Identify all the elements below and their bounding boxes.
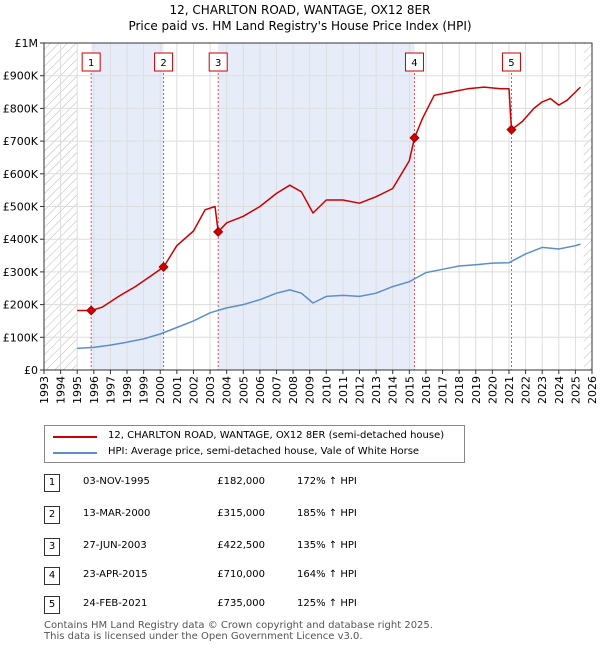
price-chart: 1 2 3 4 5 £0 £100K £200K £300K £400K £500K £600K £7…	[3, 37, 599, 404]
x-tick-label: 2022	[520, 376, 533, 404]
x-tick-label: 2024	[553, 376, 566, 404]
x-tick-label: 2026	[586, 376, 599, 404]
transaction-hpi-change: 172% ↑ HPI	[297, 476, 357, 487]
sale-label-frame	[81, 52, 101, 72]
x-tick-label: 2010	[320, 376, 333, 404]
x-tick-label: 1998	[121, 376, 134, 404]
sale-label-box: 2	[154, 52, 174, 72]
x-tick-label: 1995	[71, 376, 84, 404]
x-tick-label: 2023	[536, 376, 549, 404]
y-tick-label: £900K	[3, 70, 39, 83]
sale-label-number: 4	[411, 58, 417, 69]
x-tick-label: 2013	[370, 376, 383, 404]
legend: 12, CHARLTON ROAD, WANTAGE, OX12 8ER (se…	[44, 425, 465, 463]
sale-label-frame	[501, 52, 521, 72]
sale-label-box: 1	[81, 52, 101, 72]
transaction-number: 2	[44, 506, 60, 524]
sale-label-frame	[404, 52, 424, 72]
y-tick-label: £200K	[3, 299, 39, 312]
x-tick-label: 2025	[569, 376, 582, 404]
transaction-hpi-change: 125% ↑ HPI	[297, 598, 357, 609]
x-tick-label: 2009	[304, 376, 317, 404]
x-tick-label: 2011	[337, 376, 350, 404]
x-tick-label: 2015	[403, 376, 416, 404]
transaction-number: 3	[44, 538, 60, 556]
transaction-number: 1	[44, 474, 60, 492]
y-tick-label: £0	[24, 364, 38, 377]
sale-label-frame	[154, 52, 174, 72]
legend-label-property: 12, CHARLTON ROAD, WANTAGE, OX12 8ER (se…	[108, 430, 445, 441]
x-tick-label: 2003	[204, 376, 217, 404]
y-tick-label: £600K	[3, 168, 39, 181]
x-tick-label: 1994	[55, 376, 68, 404]
sale-label-number: 1	[88, 58, 94, 69]
sale-label-box: 4	[404, 52, 424, 72]
sale-point	[213, 226, 224, 237]
x-tick-label: 1996	[88, 376, 101, 404]
footer-copyright: Contains HM Land Registry data © Crown c…	[44, 620, 433, 631]
chart-title: 12, CHARLTON ROAD, WANTAGE, OX12 8ER	[169, 3, 431, 17]
transaction-date: 13-MAR-2000	[83, 508, 151, 519]
x-tick-label: 2016	[420, 376, 433, 404]
y-tick-label: £1M	[15, 37, 39, 50]
x-tick-label: 2021	[503, 376, 516, 404]
legend-label-hpi: HPI: Average price, semi-detached house,…	[108, 446, 420, 457]
y-tick-label: £500K	[3, 201, 39, 214]
transaction-date: 23-APR-2015	[83, 569, 148, 580]
x-tick-label: 1997	[104, 376, 117, 404]
y-tick-label: £700K	[3, 135, 39, 148]
transaction-price: £315,000	[217, 508, 265, 519]
sale-point	[506, 124, 517, 135]
x-tick-label: 2008	[287, 376, 300, 404]
x-tick-label: 1993	[38, 376, 51, 404]
x-tick-label: 2007	[270, 376, 283, 404]
transaction-price: £710,000	[217, 569, 265, 580]
chart-subtitle: Price paid vs. HM Land Registry's House …	[128, 19, 472, 33]
transaction-price: £422,500	[217, 540, 265, 551]
series-line-hpi	[77, 243, 581, 350]
sale-label-number: 2	[160, 58, 166, 69]
sale-label-frame	[208, 52, 228, 72]
transaction-price: £735,000	[217, 598, 265, 609]
transaction-date: 24-FEB-2021	[83, 598, 148, 609]
x-tick-label: 2020	[486, 376, 499, 404]
x-tick-label: 2004	[221, 376, 234, 404]
sale-point	[409, 132, 420, 143]
sale-label-box: 3	[208, 52, 228, 72]
transaction-price: £182,000	[217, 476, 265, 487]
x-tick-label: 2006	[254, 376, 267, 404]
sale-point	[86, 305, 97, 316]
x-tick-label: 2001	[171, 376, 184, 404]
x-tick-label: 2000	[154, 376, 167, 404]
transaction-hpi-change: 164% ↑ HPI	[297, 569, 357, 580]
legend-swatch-property	[53, 436, 97, 438]
y-tick-label: £100K	[3, 331, 39, 344]
footer-licence: This data is licensed under the Open Gov…	[44, 631, 363, 642]
x-tick-label: 2017	[437, 376, 450, 404]
x-tick-label: 2019	[470, 376, 483, 404]
sale-label-box: 5	[501, 52, 521, 72]
x-tick-label: 2018	[453, 376, 466, 404]
y-tick-label: £300K	[3, 266, 39, 279]
x-tick-label: 2005	[237, 376, 250, 404]
transaction-number: 4	[44, 567, 60, 585]
sale-label-number: 3	[215, 58, 221, 69]
x-tick-label: 2012	[354, 376, 367, 404]
legend-swatch-hpi	[53, 452, 97, 454]
x-tick-label: 2014	[387, 376, 400, 404]
transaction-hpi-change: 135% ↑ HPI	[297, 540, 357, 551]
transaction-number: 5	[44, 596, 60, 614]
transaction-date: 27-JUN-2003	[83, 540, 147, 551]
x-tick-label: 1999	[138, 376, 151, 404]
sale-label-number: 5	[508, 58, 514, 69]
y-tick-label: £800K	[3, 102, 39, 115]
series-line-property	[77, 86, 581, 312]
transaction-date: 03-NOV-1995	[83, 476, 150, 487]
x-tick-label: 2002	[187, 376, 200, 404]
y-tick-label: £400K	[3, 233, 39, 246]
transaction-hpi-change: 185% ↑ HPI	[297, 508, 357, 519]
sale-point	[158, 261, 169, 273]
